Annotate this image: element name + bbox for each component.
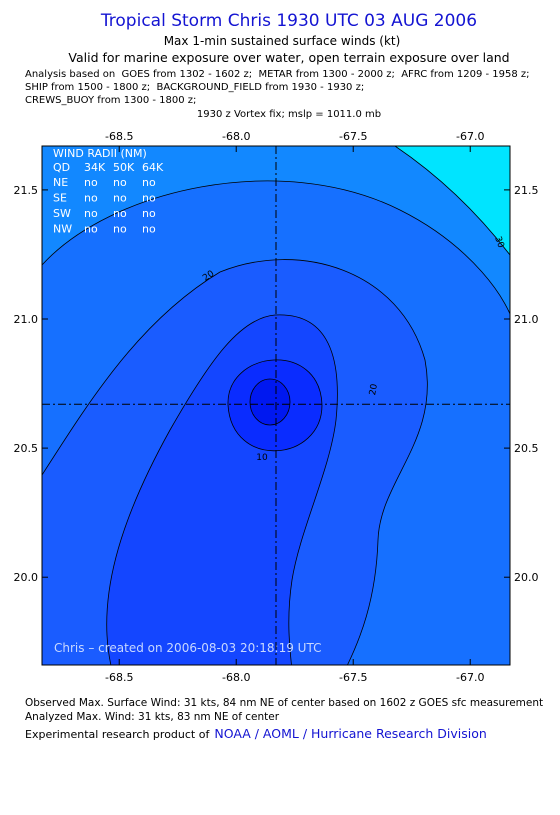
wind-radii-cell: NE xyxy=(53,176,68,189)
analysis-line: SHIP from 1500 - 1800 z; BACKGROUND_FIEL… xyxy=(25,82,364,93)
wind-radii-header: 64K xyxy=(142,161,164,174)
product-prefix: Experimental research product of xyxy=(25,728,210,741)
wind-radii-cell: no xyxy=(113,223,127,236)
y-tick-label: 21.5 xyxy=(514,184,539,197)
y-tick-label: 21.0 xyxy=(14,313,39,326)
wind-radii-cell: no xyxy=(142,176,156,189)
x-tick-label: -67.5 xyxy=(339,671,367,684)
wind-radii-header: QD xyxy=(53,161,70,174)
x-tick-label: -67.5 xyxy=(339,130,367,143)
contour-5 xyxy=(249,378,291,426)
y-tick-label: 20.0 xyxy=(14,571,39,584)
product-link[interactable]: NOAA / AOML / Hurricane Research Divisio… xyxy=(214,726,486,741)
wind-radii-cell: no xyxy=(142,192,156,205)
wind-radii-cell: no xyxy=(113,192,127,205)
x-tick-label: -67.0 xyxy=(456,130,484,143)
credit: Chris – created on 2006-08-03 20:18:19 U… xyxy=(54,641,321,655)
y-tick-label: 20.5 xyxy=(14,442,39,455)
wind-radii-header: 34K xyxy=(84,161,106,174)
y-tick-label: 20.5 xyxy=(514,442,539,455)
analyzed-wind: Analyzed Max. Wind: 31 kts, 83 nm NE of … xyxy=(25,711,280,723)
x-tick-label: -68.5 xyxy=(105,130,133,143)
contour-label: 20 xyxy=(368,383,380,396)
analysis-line: CREWS_BUOY from 1300 - 1800 z; xyxy=(25,95,196,106)
x-tick-label: -68.5 xyxy=(105,671,133,684)
title: Tropical Storm Chris 1930 UTC 03 AUG 200… xyxy=(100,11,477,31)
wind-radii-cell: no xyxy=(113,176,127,189)
wind-radii-header: 50K xyxy=(113,161,135,174)
wind-radii-title: WIND RADII (NM) xyxy=(53,147,147,160)
wind-radii-cell: no xyxy=(84,192,98,205)
contour-label: 10 xyxy=(256,453,268,463)
wind-radii-cell: NW xyxy=(53,223,72,236)
x-tick-label: -68.0 xyxy=(222,671,250,684)
wind-radii-cell: SE xyxy=(53,192,67,205)
y-tick-label: 21.5 xyxy=(14,184,39,197)
wind-radii-cell: no xyxy=(84,176,98,189)
y-tick-label: 21.0 xyxy=(514,313,539,326)
wind-radii-cell: no xyxy=(142,223,156,236)
x-tick-label: -68.0 xyxy=(222,130,250,143)
contour-label: 30 xyxy=(492,235,505,249)
analysis-line: Analysis based on GOES from 1302 - 1602 … xyxy=(25,69,530,80)
y-tick-label: 20.0 xyxy=(514,571,539,584)
wind-radii-cell: no xyxy=(113,207,127,220)
wind-radii-cell: no xyxy=(142,207,156,220)
product-note: Experimental research product of NOAA / A… xyxy=(25,726,487,741)
subtitle: Max 1-min sustained surface winds (kt) xyxy=(164,34,401,48)
wind-radii-cell: no xyxy=(84,207,98,220)
wind-radii-cell: SW xyxy=(53,207,71,220)
valid-note: Valid for marine exposure over water, op… xyxy=(68,50,509,65)
x-tick-label: -67.0 xyxy=(456,671,484,684)
wind-radii-cell: no xyxy=(84,223,98,236)
observed-wind: Observed Max. Surface Wind: 31 kts, 84 n… xyxy=(25,697,543,709)
vortex-fix: 1930 z Vortex fix; mslp = 1011.0 mb xyxy=(197,109,381,120)
